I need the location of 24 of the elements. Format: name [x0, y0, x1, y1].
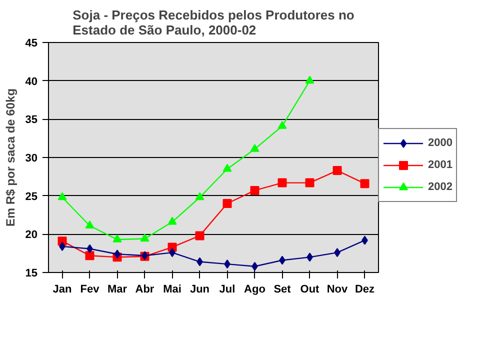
- x-tick-label: Fev: [80, 284, 100, 296]
- x-tick-label: Ago: [244, 284, 266, 296]
- x-tick-label: Out: [300, 284, 320, 296]
- x-tick-label: Jul: [219, 284, 236, 296]
- x-tick-label: Abr: [135, 284, 155, 296]
- x-tick-label: Set: [274, 284, 292, 296]
- legend-label: 2000: [428, 137, 452, 149]
- chart-title: Soja - Preços Recebidos pelos Produtores no Estado de São Paulo, 2000-02: [72, 8, 354, 38]
- y-tick-label: 40: [25, 76, 38, 88]
- y-tick-label: 30: [25, 152, 38, 164]
- y-tick-label: 15: [25, 268, 38, 280]
- x-tick-label: Jun: [190, 284, 210, 296]
- y-tick-label: 45: [25, 38, 38, 50]
- y-tick-label: 25: [25, 190, 38, 203]
- x-tick-label: Mar: [107, 284, 128, 296]
- y-tick-label: 20: [25, 229, 38, 242]
- legend-label: 2001: [428, 159, 452, 171]
- x-tick-label: Mai: [163, 284, 182, 296]
- x-tick-label: Nov: [326, 284, 349, 296]
- legend-label: 2002: [428, 181, 452, 193]
- x-tick-label: Dez: [354, 284, 376, 296]
- x-tick-label: Jan: [52, 284, 72, 296]
- y-tick-label: 35: [25, 114, 38, 126]
- y-axis-title: Em R$ por saca de 60kg: [3, 88, 18, 227]
